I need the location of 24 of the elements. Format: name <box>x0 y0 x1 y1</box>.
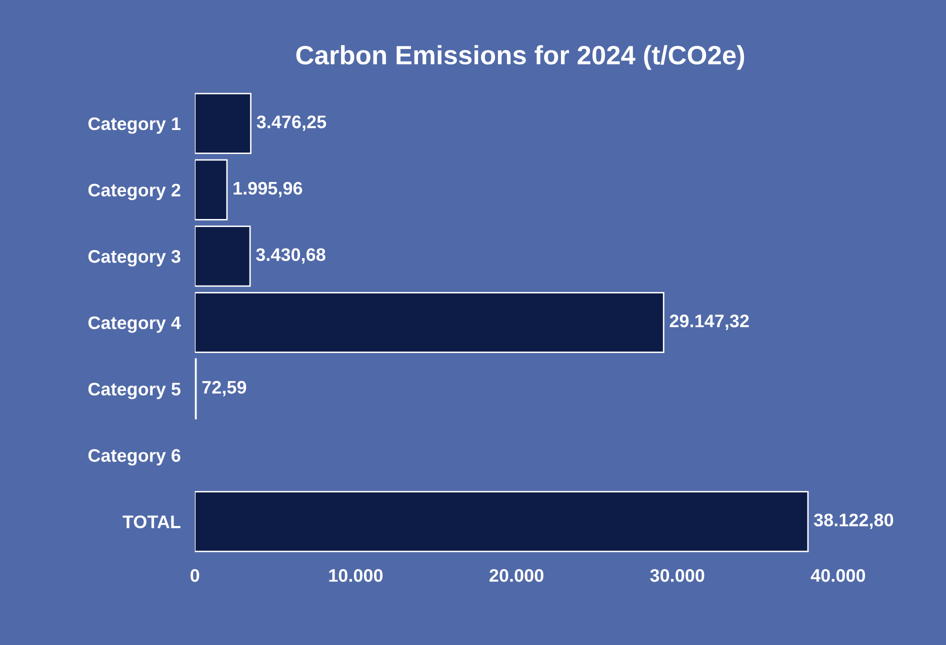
x-tick-label: 30.000 <box>650 569 704 582</box>
y-tick-label: Category 5 <box>88 382 180 400</box>
y-tick-label: Category 1 <box>88 117 180 134</box>
data-label: 29.147,32 <box>670 314 749 330</box>
chart-title: Carbon Emissions for 2024 (t/CO2e) <box>296 45 744 70</box>
data-label: 1.995,96 <box>234 182 302 198</box>
x-tick-label: 10.000 <box>329 569 383 582</box>
x-tick-label: 0 <box>190 569 200 582</box>
data-label: 3.476,25 <box>256 116 326 131</box>
y-tick-label: Category 3 <box>88 250 180 266</box>
bar <box>194 490 809 552</box>
x-tick-label: 20.000 <box>490 569 544 582</box>
bar <box>194 159 228 220</box>
y-tick-label: TOTAL <box>122 515 180 528</box>
x-tick-label: 40.000 <box>810 569 866 582</box>
bar <box>194 226 251 287</box>
y-tick-label: Category 2 <box>88 184 180 200</box>
y-tick-label: Category 4 <box>88 316 181 333</box>
data-label: 72,59 <box>202 380 246 396</box>
data-label: 3.430,68 <box>256 248 326 264</box>
y-tick-label: Category 6 <box>88 449 180 466</box>
bar <box>194 292 664 354</box>
data-label: 38.122,80 <box>814 514 894 529</box>
bar <box>194 92 252 154</box>
